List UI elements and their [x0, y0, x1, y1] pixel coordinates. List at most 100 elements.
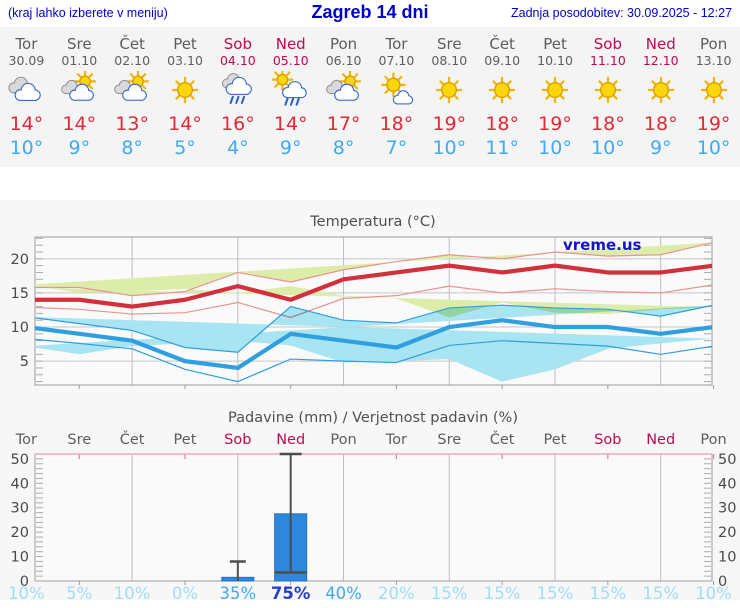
day-column: Ned 05.10 14° 9° [264, 27, 317, 167]
precip-probability: 35% [219, 584, 256, 603]
day-column: Sre 01.10 14° 9° [53, 27, 106, 167]
min-temp: 8° [332, 137, 355, 159]
sunny-icon [423, 71, 476, 109]
page-title: Zagreb 14 dni [311, 2, 429, 22]
day-date: 12.10 [642, 53, 679, 68]
day-name: Ned [275, 35, 306, 53]
precip-day-label: Sob [594, 432, 621, 448]
precip-ytick-right: 0 [718, 574, 727, 590]
sunny-icon [581, 71, 634, 109]
max-temp: 18° [485, 113, 519, 135]
day-date: 09.10 [484, 53, 521, 68]
mostly-sunny-icon [370, 71, 423, 109]
precip-day-label: Ned [276, 432, 305, 448]
temp-chart-title: Temperatura (°C) [309, 214, 435, 230]
min-temp: 11° [485, 137, 519, 159]
precip-probability: 15% [589, 584, 626, 603]
min-temp: 9° [649, 137, 672, 159]
day-name: Tor [15, 35, 38, 53]
max-temp: 18° [379, 113, 414, 135]
day-date: 04.10 [219, 53, 256, 68]
max-temp: 18° [591, 113, 625, 135]
precip-day-label: Tor [15, 432, 37, 448]
max-temp: 13° [115, 113, 149, 135]
precip-ytick-right: 20 [718, 525, 736, 541]
day-name: Pon [700, 35, 728, 53]
day-date: 11.10 [589, 53, 626, 68]
day-name: Pon [329, 35, 358, 53]
precip-day-label: Sob [224, 432, 251, 448]
max-temp: 19° [696, 113, 731, 135]
day-name: Sre [437, 35, 462, 53]
precip-ytick-right: 40 [718, 476, 736, 492]
day-name: Pet [173, 35, 197, 53]
precip-day-label: Tor [385, 432, 407, 448]
page-header: (kraj lahko izberete v meniju) Zagreb 14… [0, 0, 740, 27]
partly-sunny-icon [106, 70, 159, 109]
day-date: 13.10 [695, 53, 732, 68]
charts-area: 5 10 15 20 Temperatura (°C) vreme.us Padavine… [0, 200, 740, 603]
precip-probability: 15% [431, 584, 468, 603]
day-name: Pet [543, 35, 567, 53]
day-date: 08.10 [431, 53, 468, 68]
sunny-icon [529, 71, 582, 109]
day-date: 01.10 [61, 53, 98, 68]
sunny-icon [634, 71, 687, 109]
precip-chart-title: Padavine (mm) / Verjetnost padavin (%) [228, 410, 518, 426]
precipitation-chart: Padavine (mm) / Verjetnost padavin (%) To… [8, 410, 736, 603]
day-column: Sob 04.10 16° 4° [211, 27, 264, 167]
precip-ytick-left: 40 [11, 476, 29, 492]
precip-day-label: Ned [646, 432, 675, 448]
max-temp: 19° [432, 113, 467, 135]
day-column: Čet 09.10 18° 11° [476, 27, 529, 167]
max-temp: 14° [168, 113, 202, 135]
precip-probability: 20% [378, 584, 415, 603]
precip-ytick-left: 10 [11, 550, 29, 566]
min-temp-line [35, 318, 712, 371]
day-date: 10.10 [537, 53, 573, 68]
precip-probability: 5% [66, 584, 92, 603]
precip-ytick-right: 50 [718, 452, 736, 468]
day-name: Sob [593, 35, 622, 53]
day-date: 03.10 [167, 53, 203, 68]
sunny-icon [476, 71, 529, 109]
precip-probability: 10% [8, 584, 45, 603]
watermark-link[interactable]: vreme.us [563, 236, 642, 254]
precip-probability: 15% [484, 584, 521, 603]
partly-sunny-icon [317, 70, 370, 109]
precip-day-label: Pon [330, 432, 356, 448]
day-date: 30.09 [8, 53, 45, 68]
max-temp: 18° [643, 113, 678, 135]
precip-day-label: Sre [437, 432, 461, 448]
min-temp: 7° [385, 137, 408, 159]
rain-icon [211, 71, 264, 109]
precip-whisker [229, 560, 246, 581]
location-hint: (kraj lahko izberete v meniju) [8, 6, 168, 20]
precip-day-label: Čet [120, 430, 145, 448]
max-temp: 17° [326, 113, 361, 135]
temp-ytick-label: 5 [20, 354, 29, 370]
max-temp-line [35, 263, 712, 309]
day-column: Pet 10.10 19° 10° [529, 27, 582, 167]
min-temp: 8° [121, 137, 143, 159]
max-temp: 16° [221, 113, 255, 135]
precip-day-label: Čet [490, 430, 515, 448]
precip-day-label: Pet [544, 432, 567, 448]
forecast-strip: Tor 30.09 14° 10° Sre 01.10 14° 9° Čet 02.10 13° 8°… [0, 27, 740, 167]
precip-day-label: Sre [67, 432, 91, 448]
day-column: Čet 02.10 13° 8° [106, 27, 159, 167]
precip-probability: 75% [271, 584, 311, 603]
precip-probability: 10% [114, 584, 151, 603]
day-date: 05.10 [272, 53, 309, 68]
day-column: Pet 03.10 14° 5° [159, 27, 212, 167]
sun-rain-icon [264, 68, 317, 109]
precip-ytick-left: 50 [11, 452, 29, 468]
day-name: Čet [489, 35, 515, 53]
day-name: Sob [223, 35, 252, 53]
temp-ytick-label: 15 [11, 286, 29, 302]
cloudy-icon [0, 71, 53, 109]
day-name: Sre [66, 35, 92, 53]
temp-ytick-label: 10 [11, 320, 29, 336]
min-temp: 5° [174, 137, 196, 159]
max-temp: 14° [62, 113, 97, 135]
